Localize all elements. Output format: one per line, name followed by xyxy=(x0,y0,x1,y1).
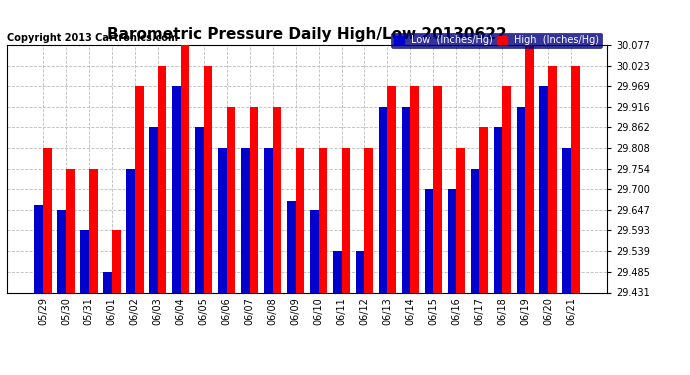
Bar xyxy=(295,148,304,292)
Bar xyxy=(66,169,75,292)
Bar xyxy=(158,66,166,292)
Bar xyxy=(310,210,319,292)
Bar xyxy=(319,148,327,292)
Bar xyxy=(250,106,258,292)
Bar xyxy=(264,148,273,292)
Bar xyxy=(540,86,549,292)
Bar xyxy=(195,128,204,292)
Bar xyxy=(57,210,66,292)
Bar xyxy=(43,148,52,292)
Bar xyxy=(241,148,250,292)
Bar xyxy=(356,251,364,292)
Bar xyxy=(571,66,580,292)
Bar xyxy=(204,66,213,292)
Bar xyxy=(89,169,97,292)
Bar xyxy=(135,86,144,292)
Bar xyxy=(471,169,480,292)
Bar xyxy=(493,128,502,292)
Bar xyxy=(379,106,388,292)
Bar xyxy=(480,128,488,292)
Bar xyxy=(112,230,121,292)
Text: Copyright 2013 Cartronics.com: Copyright 2013 Cartronics.com xyxy=(7,33,178,42)
Bar xyxy=(333,251,342,292)
Bar xyxy=(502,86,511,292)
Bar xyxy=(388,86,396,292)
Bar xyxy=(287,201,295,292)
Bar xyxy=(126,169,135,292)
Bar xyxy=(433,86,442,292)
Bar xyxy=(218,148,226,292)
Bar xyxy=(562,148,571,292)
Bar xyxy=(80,230,89,292)
Bar xyxy=(424,189,433,292)
Bar xyxy=(172,86,181,292)
Bar xyxy=(448,189,456,292)
Bar xyxy=(149,128,158,292)
Bar xyxy=(273,106,282,292)
Bar xyxy=(456,148,465,292)
Bar xyxy=(342,148,351,292)
Bar xyxy=(525,45,534,292)
Bar xyxy=(364,148,373,292)
Bar xyxy=(34,205,43,292)
Bar xyxy=(549,66,557,292)
Bar xyxy=(181,45,190,292)
Bar xyxy=(103,272,112,292)
Bar xyxy=(402,106,411,292)
Bar xyxy=(411,86,419,292)
Bar xyxy=(517,106,525,292)
Legend: Low  (Inches/Hg), High  (Inches/Hg): Low (Inches/Hg), High (Inches/Hg) xyxy=(391,33,602,48)
Title: Barometric Pressure Daily High/Low 20130622: Barometric Pressure Daily High/Low 20130… xyxy=(107,27,507,42)
Bar xyxy=(226,106,235,292)
